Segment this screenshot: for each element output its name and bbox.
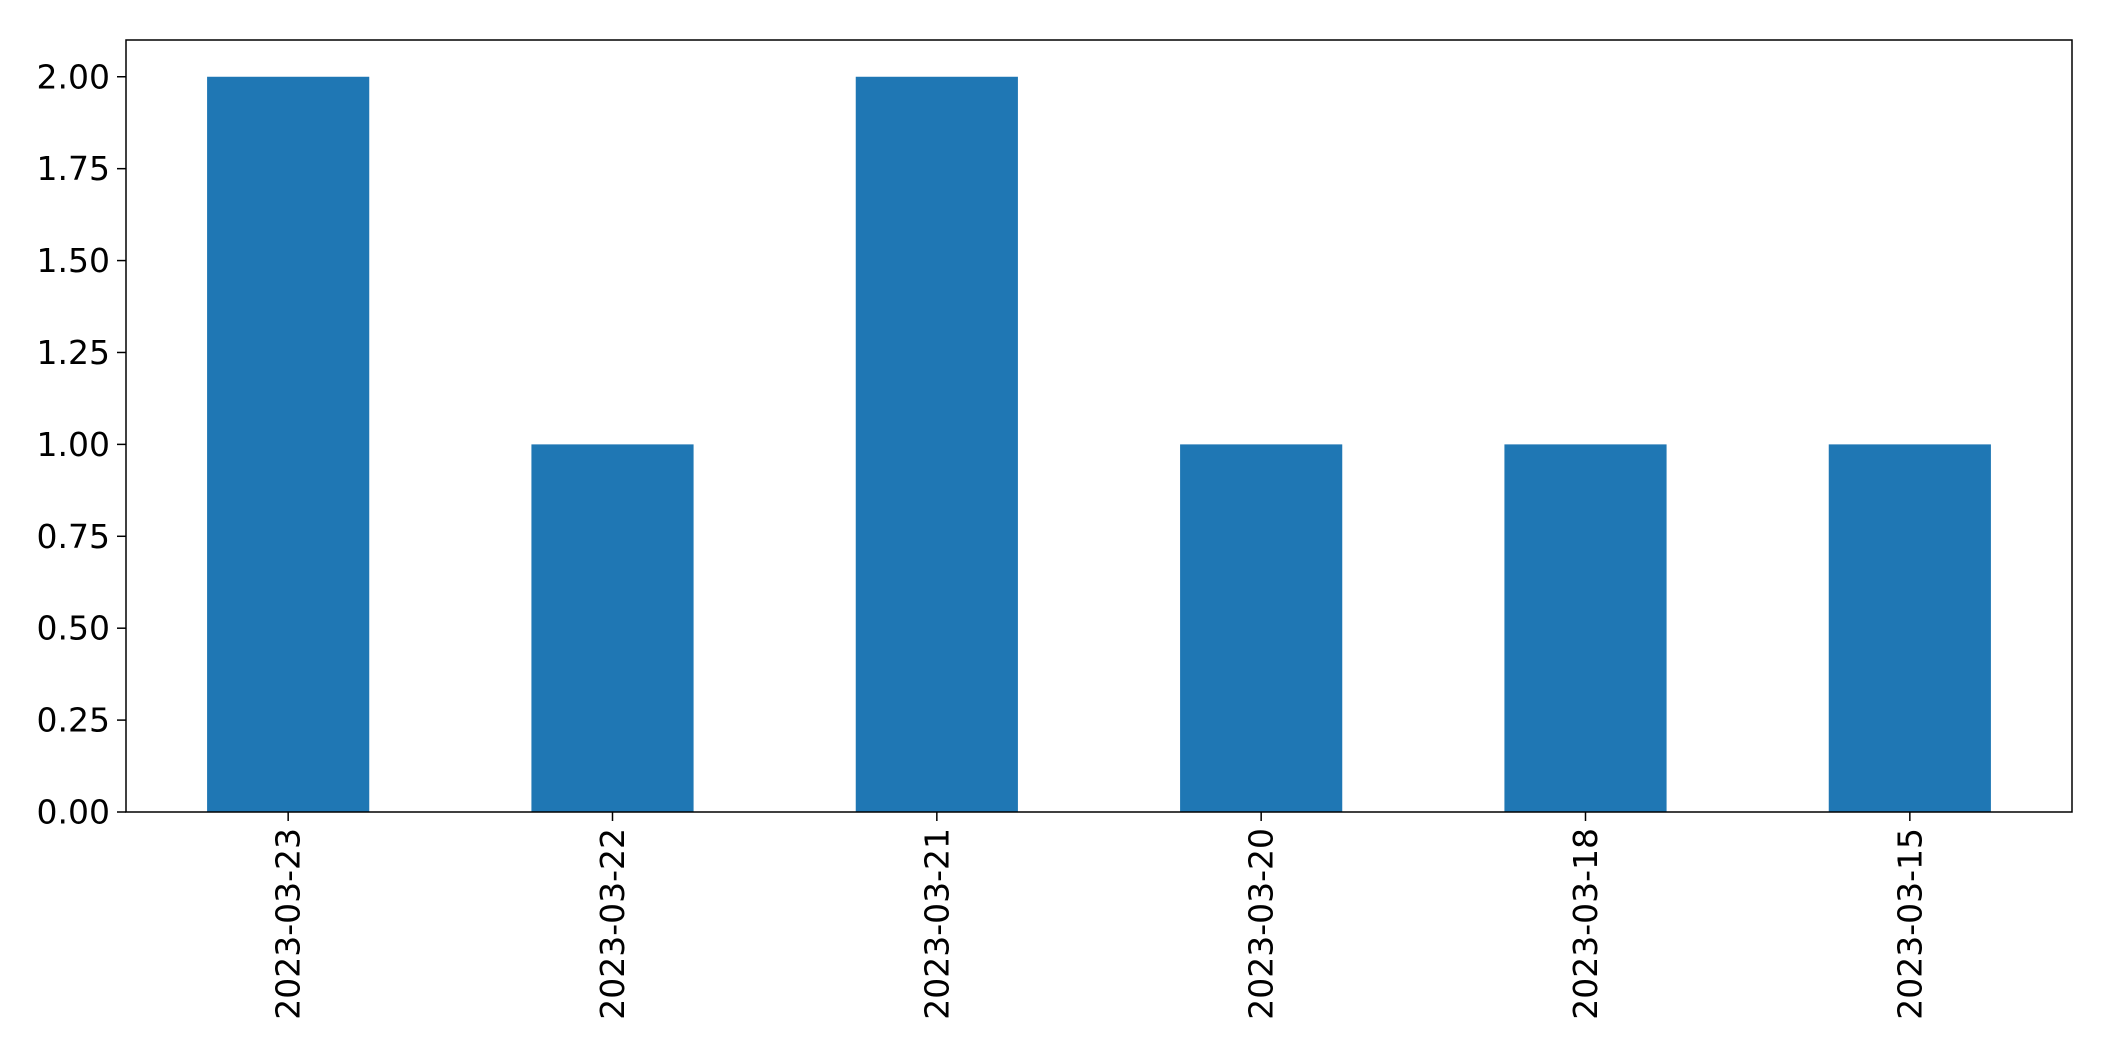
bar-2023-03-22 bbox=[531, 444, 694, 812]
y-tick-label: 0.75 bbox=[37, 517, 110, 556]
x-tick-label: 2023-03-23 bbox=[269, 828, 308, 1020]
bar-2023-03-18 bbox=[1504, 444, 1667, 812]
y-tick-label: 1.50 bbox=[37, 241, 110, 280]
bar-2023-03-23 bbox=[207, 76, 370, 812]
y-tick-label: 0.50 bbox=[37, 609, 110, 648]
x-tick-label: 2023-03-20 bbox=[1242, 828, 1281, 1020]
bar-2023-03-15 bbox=[1828, 444, 1991, 812]
y-tick-label: 1.25 bbox=[37, 333, 110, 372]
y-tick-label: 1.00 bbox=[37, 425, 110, 464]
y-tick-label: 1.75 bbox=[37, 149, 110, 188]
y-tick-label: 0.25 bbox=[37, 701, 110, 740]
bars-layer bbox=[207, 76, 1991, 812]
y-tick-label: 2.00 bbox=[37, 57, 110, 96]
x-tick-label: 2023-03-21 bbox=[917, 828, 956, 1020]
x-axis: 2023-03-23 2023-03-22 2023-03-21 2023-03-20… bbox=[269, 812, 1929, 1020]
plot-frame bbox=[125, 39, 2073, 813]
x-tick-label: 2023-03-22 bbox=[593, 828, 632, 1020]
y-axis: 0.00 0.25 0.50 0.75 1.00 1.25 1.50 1.75 2.00 bbox=[37, 57, 126, 832]
y-tick-label: 0.00 bbox=[37, 793, 110, 832]
bar-2023-03-21 bbox=[855, 76, 1018, 812]
bar-2023-03-20 bbox=[1180, 444, 1343, 812]
x-tick-label: 2023-03-15 bbox=[1890, 828, 1929, 1020]
x-tick-label: 2023-03-18 bbox=[1566, 828, 1605, 1020]
